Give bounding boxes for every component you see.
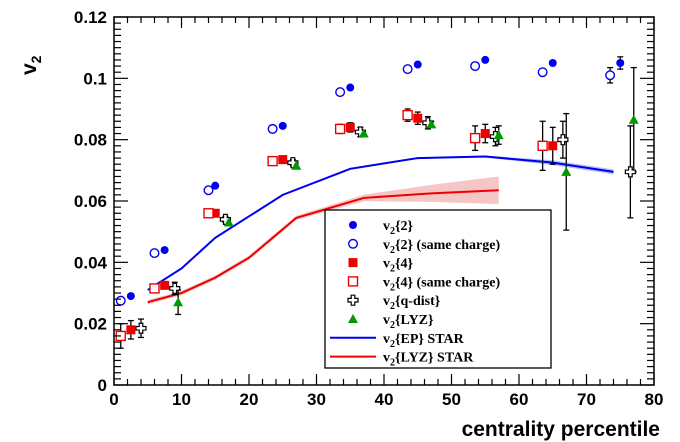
- point-v2-4-same-charge: [402, 109, 413, 121]
- legend-box: [324, 209, 552, 369]
- y-tick-label: 0.06: [74, 192, 107, 211]
- point-v2-4: [345, 122, 355, 132]
- x-tick-label: 80: [645, 390, 664, 409]
- point-v2-2-same-charge: [605, 70, 616, 81]
- point-v2-4: [548, 141, 558, 151]
- point-v2-4-same-charge: [267, 155, 278, 167]
- point-v2-lyz: [291, 160, 302, 170]
- y-tick-label: 0: [98, 376, 107, 395]
- legend-label: v2{2}: [383, 219, 414, 237]
- point-v2-lyz: [561, 166, 572, 176]
- legend-marker: [348, 258, 358, 268]
- point-v2-q-dist: [169, 282, 181, 294]
- point-v2-4: [278, 155, 288, 165]
- point-v2-2-same-charge: [402, 64, 413, 75]
- y-tick-label: 0.08: [74, 131, 107, 150]
- x-tick-label: 30: [307, 390, 326, 409]
- point-v2-lyz: [628, 114, 639, 124]
- x-tick-label: 10: [172, 390, 191, 409]
- series-line-v2-lyz-star: [147, 189, 499, 304]
- point-v2-4: [480, 129, 490, 139]
- point-v2-4-same-charge: [149, 283, 160, 294]
- legend-marker: [347, 294, 359, 306]
- point-v2-2: [278, 121, 287, 130]
- point-v2-2-same-charge: [335, 87, 346, 98]
- point-v2-lyz: [173, 297, 184, 307]
- y-tick-label: 0.12: [74, 8, 107, 27]
- legend-label: v2{LYZ}: [383, 313, 434, 331]
- legend-entry: v2{LYZ} STAR: [330, 351, 474, 369]
- point-v2-lyz: [223, 217, 234, 227]
- x-tick-label: 40: [375, 390, 394, 409]
- point-v2-lyz: [493, 130, 504, 140]
- x-tick-label: 50: [442, 390, 461, 409]
- legend-entry: v2{2}: [349, 219, 414, 237]
- point-v2-2: [413, 60, 422, 69]
- point-v2-2: [346, 83, 355, 92]
- legend-label: v2{q-dist}: [383, 294, 441, 312]
- legend-label: v2{4} (same charge): [383, 275, 500, 293]
- legend-label: v2{EP} STAR: [383, 332, 465, 350]
- x-tick-label: 0: [109, 390, 118, 409]
- legend-entry: v2{q-dist}: [347, 294, 441, 312]
- svg-text:v2: v2: [18, 55, 44, 75]
- legend-label: v2{4}: [383, 257, 414, 275]
- point-v2-q-dist: [557, 134, 569, 146]
- point-v2-2: [616, 59, 625, 67]
- point-v2-q-dist: [624, 166, 636, 178]
- legend-marker: [348, 238, 359, 249]
- point-v2-4: [210, 208, 220, 218]
- point-v2-2: [211, 181, 220, 190]
- point-v2-2: [481, 55, 490, 64]
- point-v2-2: [160, 246, 169, 255]
- point-v2-lyz: [358, 128, 369, 138]
- series-line-v2-ep-star: [147, 155, 614, 291]
- point-v2-2: [126, 292, 135, 301]
- legend-entry: v2{4}: [348, 257, 414, 275]
- x-tick-label: 20: [240, 390, 259, 409]
- legend-marker: [349, 221, 357, 229]
- x-tick-label: 70: [577, 390, 596, 409]
- legend-entry: v2{2} (same charge): [348, 238, 500, 256]
- legend-label: v2{LYZ} STAR: [383, 351, 474, 369]
- point-v2-q-dist: [135, 322, 147, 334]
- legend-entry: v2{4} (same charge): [347, 275, 500, 293]
- point-v2-4-same-charge: [334, 123, 346, 135]
- y-tick-label: 0.1: [83, 69, 107, 88]
- point-v2-2-same-charge: [470, 61, 481, 72]
- point-v2-2: [548, 59, 557, 67]
- y-tick-label: 0.02: [74, 315, 107, 334]
- x-tick-label: 60: [510, 390, 529, 409]
- point-v2-4-same-charge: [469, 132, 481, 144]
- point-v2-4: [160, 280, 170, 290]
- point-v2-2-same-charge: [203, 185, 214, 196]
- legend-label: v2{2} (same charge): [383, 238, 500, 256]
- legend-entry: v2{LYZ}: [348, 313, 434, 331]
- point-v2-4-same-charge: [537, 140, 548, 152]
- x-axis-label: centrality percentile: [462, 418, 660, 441]
- y-tick-label: 0.04: [74, 253, 108, 272]
- point-v2-2-same-charge: [267, 123, 278, 134]
- point-v2-2-same-charge: [115, 295, 126, 306]
- y-axis-label: v2: [18, 55, 44, 75]
- legend-entry: v2{EP} STAR: [330, 332, 465, 350]
- legend-marker: [347, 276, 359, 287]
- point-v2-lyz: [426, 119, 437, 129]
- legend: v2{2}v2{2} (same charge)v2{4}v2{4} (same…: [324, 209, 552, 369]
- point-v2-2-same-charge: [149, 248, 160, 259]
- legend-marker: [348, 314, 358, 323]
- point-v2-4-same-charge: [203, 208, 214, 219]
- point-v2-4: [413, 113, 423, 123]
- point-v2-4: [126, 325, 136, 335]
- point-v2-2-same-charge: [537, 67, 548, 78]
